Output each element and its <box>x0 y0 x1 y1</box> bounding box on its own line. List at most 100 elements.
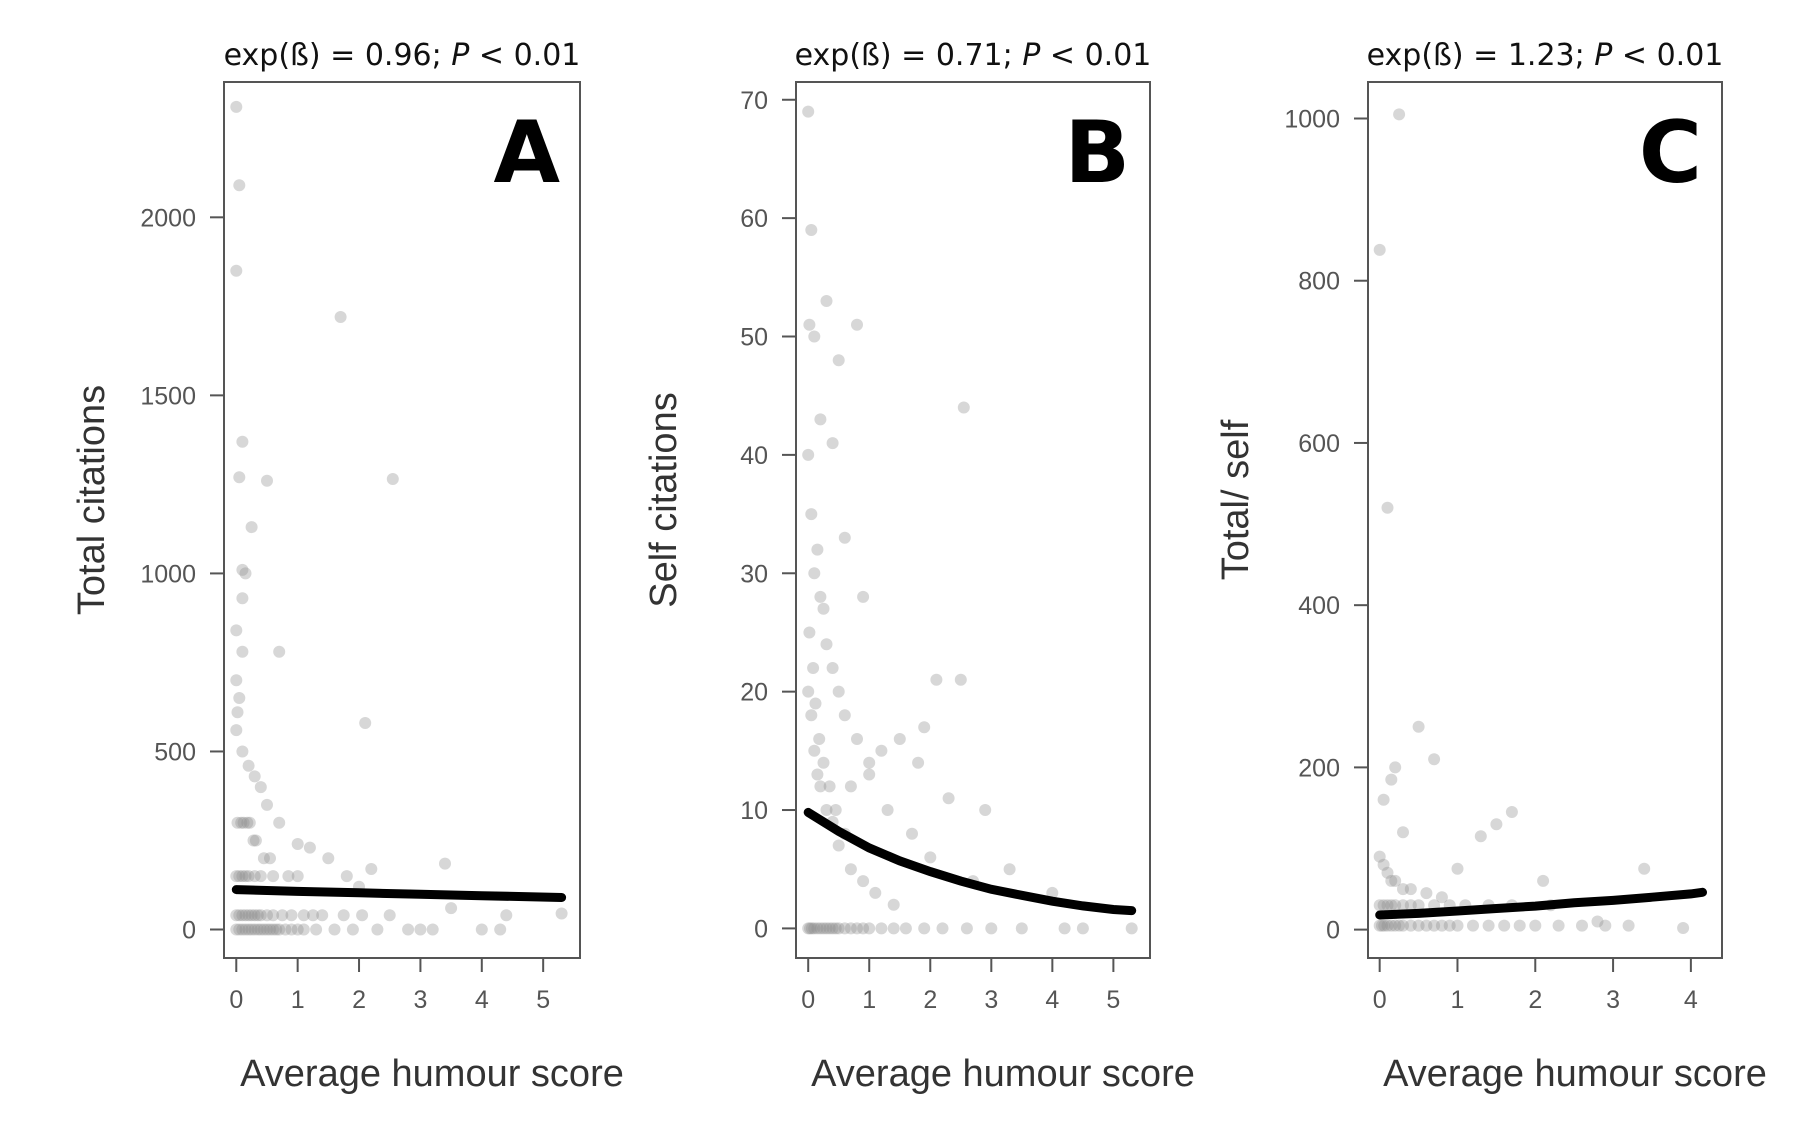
data-point <box>829 922 842 935</box>
points-group <box>802 105 1138 935</box>
data-point <box>906 827 918 840</box>
data-point <box>328 923 341 936</box>
data-point <box>231 816 244 829</box>
data-point <box>337 909 350 922</box>
data-point <box>239 567 252 580</box>
x-axis-label: Average humour score <box>1383 1053 1767 1095</box>
data-point <box>1599 919 1612 932</box>
data-point <box>273 645 286 658</box>
data-point <box>802 922 815 935</box>
data-point <box>899 922 912 935</box>
data-point <box>236 563 249 576</box>
data-point <box>844 863 857 876</box>
data-point <box>1622 919 1635 932</box>
data-point <box>809 697 822 710</box>
data-point <box>261 923 273 936</box>
data-point <box>817 756 830 769</box>
data-point <box>236 645 249 658</box>
x-tick-label: 3 <box>1606 986 1620 1014</box>
data-point <box>242 870 255 883</box>
data-point <box>1377 858 1390 871</box>
data-point <box>239 909 252 922</box>
data-point <box>1576 919 1588 932</box>
data-point <box>243 816 256 829</box>
data-point <box>1377 899 1390 912</box>
data-point <box>838 709 851 722</box>
data-point <box>893 733 906 745</box>
data-point <box>231 706 244 719</box>
data-point <box>1591 915 1604 928</box>
data-point <box>230 100 243 113</box>
panel-a: exp(ß) = 0.96; P < 0.01 0 1 2 3 4 5 0 500 1000 150… <box>71 38 624 1095</box>
data-point <box>359 717 372 729</box>
data-point <box>857 875 870 888</box>
data-point <box>930 673 943 686</box>
data-point <box>1537 874 1550 887</box>
data-point <box>1451 919 1464 932</box>
data-point <box>291 870 304 883</box>
panel-c: exp(ß) = 1.23; P < 0.01 0 1 2 3 4 0 200 400 600 80… <box>1215 38 1767 1095</box>
data-point <box>267 923 280 936</box>
data-point <box>261 909 273 922</box>
data-point <box>811 543 824 556</box>
data-point <box>851 318 863 331</box>
panel-header: exp(ß) = 0.71; P < 0.01 <box>795 38 1152 73</box>
data-point <box>257 923 270 936</box>
header-p-symbol: P <box>451 38 470 73</box>
data-point <box>230 909 243 922</box>
plot-frame <box>1367 81 1723 959</box>
data-point <box>1467 919 1479 932</box>
x-tick-label: 1 <box>862 986 876 1014</box>
data-point <box>832 922 845 935</box>
data-point <box>808 330 821 343</box>
data-point <box>248 923 261 936</box>
data-point <box>823 922 836 935</box>
data-point <box>869 886 882 899</box>
data-point <box>820 295 833 307</box>
data-point <box>279 923 292 936</box>
data-point <box>1420 887 1433 900</box>
data-point <box>346 923 359 936</box>
data-point <box>808 567 821 580</box>
data-point <box>236 909 249 922</box>
data-point <box>808 922 821 935</box>
data-point <box>402 923 415 936</box>
data-point <box>233 692 246 704</box>
data-point <box>1381 899 1394 912</box>
x-tick-label: 2 <box>352 986 366 1014</box>
data-point <box>1451 862 1464 875</box>
data-point <box>826 662 839 674</box>
data-point <box>426 923 439 936</box>
data-point <box>310 923 323 936</box>
data-point <box>924 851 937 864</box>
y-tick-label: 2000 <box>140 204 196 232</box>
data-point <box>248 770 261 783</box>
x-tick-label: 3 <box>413 986 427 1014</box>
data-point <box>371 923 384 936</box>
data-point <box>805 224 818 236</box>
data-point <box>1377 793 1390 806</box>
data-point <box>820 804 833 816</box>
data-point <box>1677 922 1690 934</box>
data-point <box>242 923 255 936</box>
panel-letter: B <box>1064 103 1130 203</box>
panel-header: exp(ß) = 1.23; P < 0.01 <box>1367 38 1724 73</box>
data-point <box>1638 862 1651 875</box>
data-point <box>242 759 255 772</box>
y-tick-label: 20 <box>740 679 768 707</box>
data-point <box>1404 919 1417 932</box>
data-point <box>365 863 378 875</box>
data-point <box>236 592 249 605</box>
data-point <box>254 923 267 936</box>
data-point <box>954 673 967 686</box>
data-point <box>1385 919 1398 932</box>
data-point <box>233 471 246 484</box>
data-point <box>844 780 857 793</box>
data-point <box>261 798 273 811</box>
data-point <box>1428 753 1441 766</box>
data-point <box>291 838 304 850</box>
data-point <box>1385 874 1398 887</box>
data-point <box>829 804 842 816</box>
data-point <box>1412 899 1425 912</box>
y-axis-label: Self citations <box>643 392 685 607</box>
